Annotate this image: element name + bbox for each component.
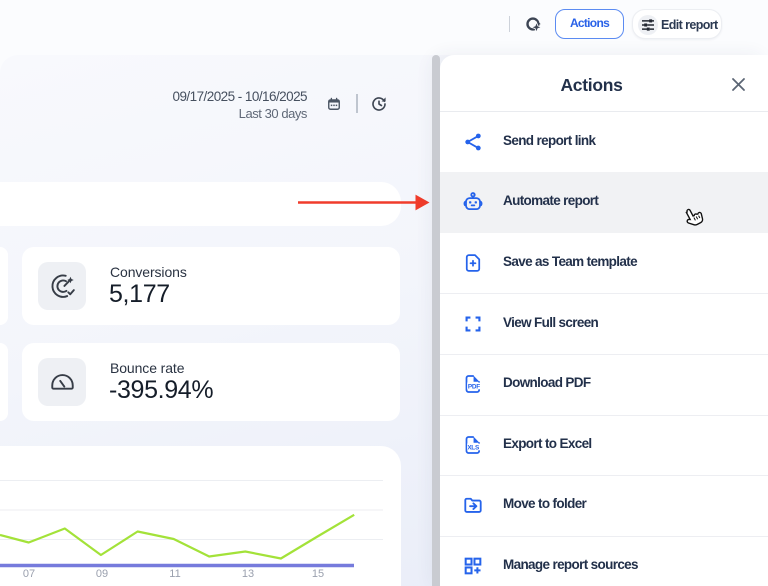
svg-text:PDF: PDF: [468, 384, 480, 391]
svg-text:XLS: XLS: [467, 444, 480, 451]
